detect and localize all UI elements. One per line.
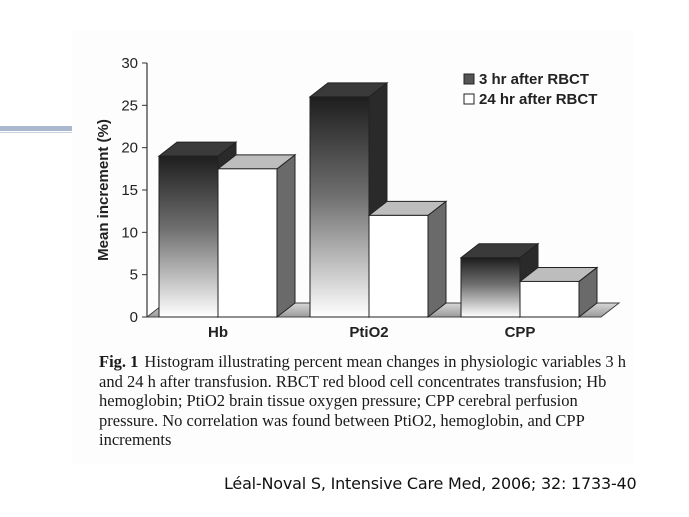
bar-side-face bbox=[276, 153, 296, 319]
legend-label: 24 hr after RBCT bbox=[479, 91, 597, 108]
legend-swatch bbox=[463, 73, 475, 85]
figure-panel: 0 5 10 15 20 25 30 Mean increment (%) Hb PtiO2 CPP… bbox=[72, 30, 634, 464]
y-tick-label: 15 bbox=[121, 182, 138, 199]
bar-3hr bbox=[158, 155, 219, 318]
y-tick-label: 0 bbox=[130, 309, 138, 326]
x-category-label: CPP bbox=[505, 324, 536, 341]
legend-swatch bbox=[463, 93, 475, 105]
bar-24hr bbox=[368, 214, 429, 318]
figure-caption-label: Fig. 1 bbox=[99, 352, 139, 371]
x-category-label: Hb bbox=[208, 324, 228, 341]
bar-3hr bbox=[309, 96, 370, 318]
y-axis-title: Mean increment (%) bbox=[95, 119, 112, 261]
y-tick-label: 10 bbox=[121, 224, 138, 241]
bar-24hr bbox=[217, 168, 278, 318]
y-tick-label: 5 bbox=[130, 267, 138, 284]
bar-24hr bbox=[519, 280, 580, 318]
bar-3hr bbox=[460, 257, 521, 318]
figure-caption: Fig. 1 Histogram illustrating percent mea… bbox=[99, 352, 629, 450]
decorative-accent-line-thin bbox=[0, 132, 76, 133]
y-tick-label: 30 bbox=[121, 55, 138, 72]
y-tick-label: 20 bbox=[121, 140, 138, 157]
decorative-accent-line bbox=[0, 126, 76, 131]
figure-caption-text: Histogram illustrating percent mean chan… bbox=[99, 352, 627, 449]
citation: Léal-Noval S, Intensive Care Med, 2006; … bbox=[224, 474, 637, 493]
x-category-label: PtiO2 bbox=[349, 324, 388, 341]
legend-label: 3 hr after RBCT bbox=[479, 71, 589, 88]
bar-side-face bbox=[427, 200, 447, 319]
bar-chart: 0 5 10 15 20 25 30 Mean increment (%) Hb PtiO2 CPP… bbox=[95, 55, 621, 341]
y-tick-label: 25 bbox=[121, 97, 138, 114]
